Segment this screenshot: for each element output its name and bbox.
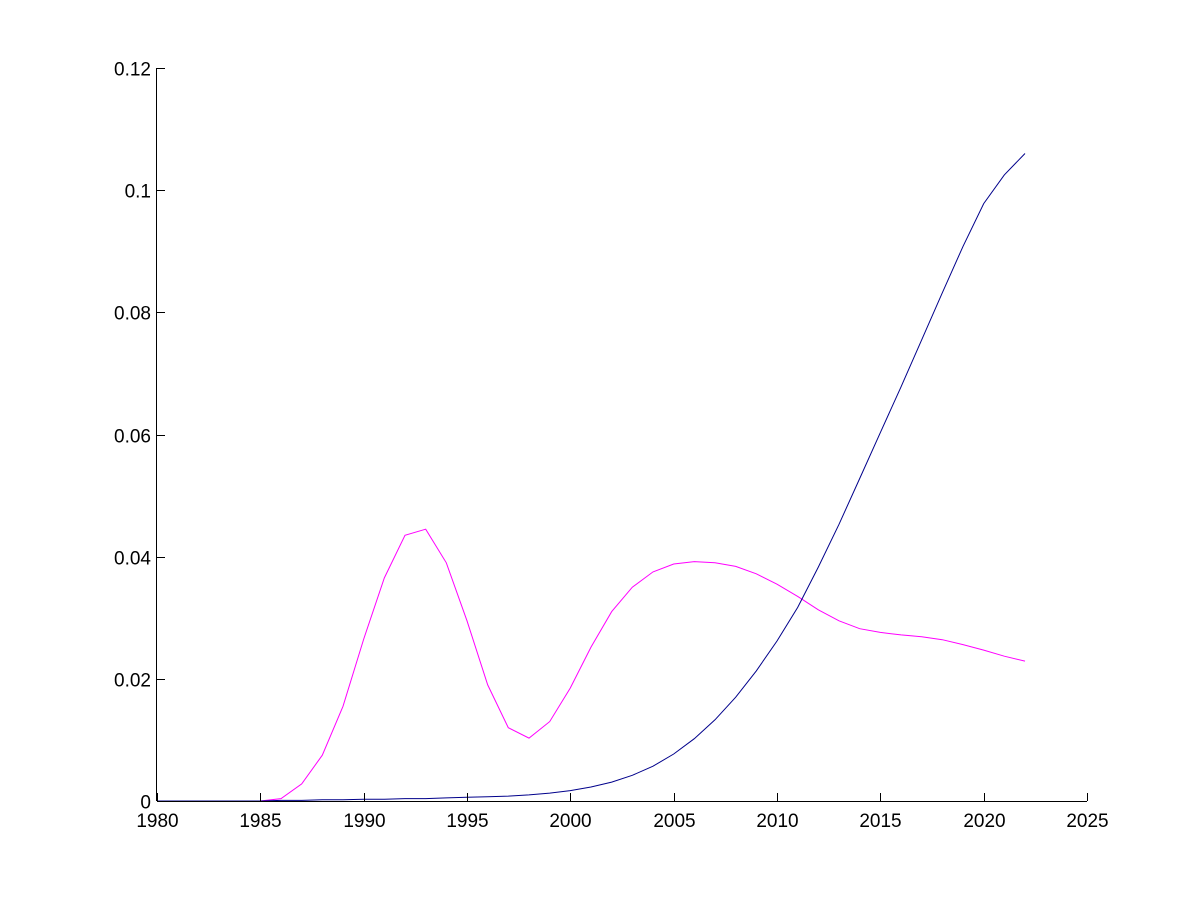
x-tick-label: 2000 <box>549 811 591 832</box>
x-axis-ticks: 1980 1985 1990 1995 2000 2005 2010 2015 2020 2025 <box>136 793 1109 832</box>
x-tick-label: 1980 <box>136 811 178 832</box>
x-tick-label: 2005 <box>653 811 695 832</box>
y-tick-label: 0.1 <box>125 182 151 203</box>
series-layer <box>157 153 1026 802</box>
y-tick-label: 0.02 <box>114 671 151 692</box>
y-tick-label: 0.06 <box>114 427 151 448</box>
x-tick-label: 2020 <box>963 811 1005 832</box>
x-tick-label: 1995 <box>446 811 488 832</box>
x-tick-label: 1985 <box>239 811 281 832</box>
axes <box>156 68 1087 802</box>
series-line-1 <box>157 528 1026 802</box>
x-tick-label: 1990 <box>343 811 385 832</box>
x-tick-label: 2010 <box>756 811 798 832</box>
x-tick-label: 2015 <box>859 811 901 832</box>
y-tick-label: 0.12 <box>114 60 151 81</box>
series-line-2 <box>157 153 1026 802</box>
y-tick-label: 0.08 <box>114 304 151 325</box>
y-tick-label: 0.04 <box>114 549 151 570</box>
x-tick-label: 2025 <box>1066 811 1108 832</box>
y-axis-ticks: 0 0.02 0.04 0.06 0.08 0.1 0.12 <box>114 60 165 814</box>
y-tick-label: 0 <box>140 793 151 814</box>
